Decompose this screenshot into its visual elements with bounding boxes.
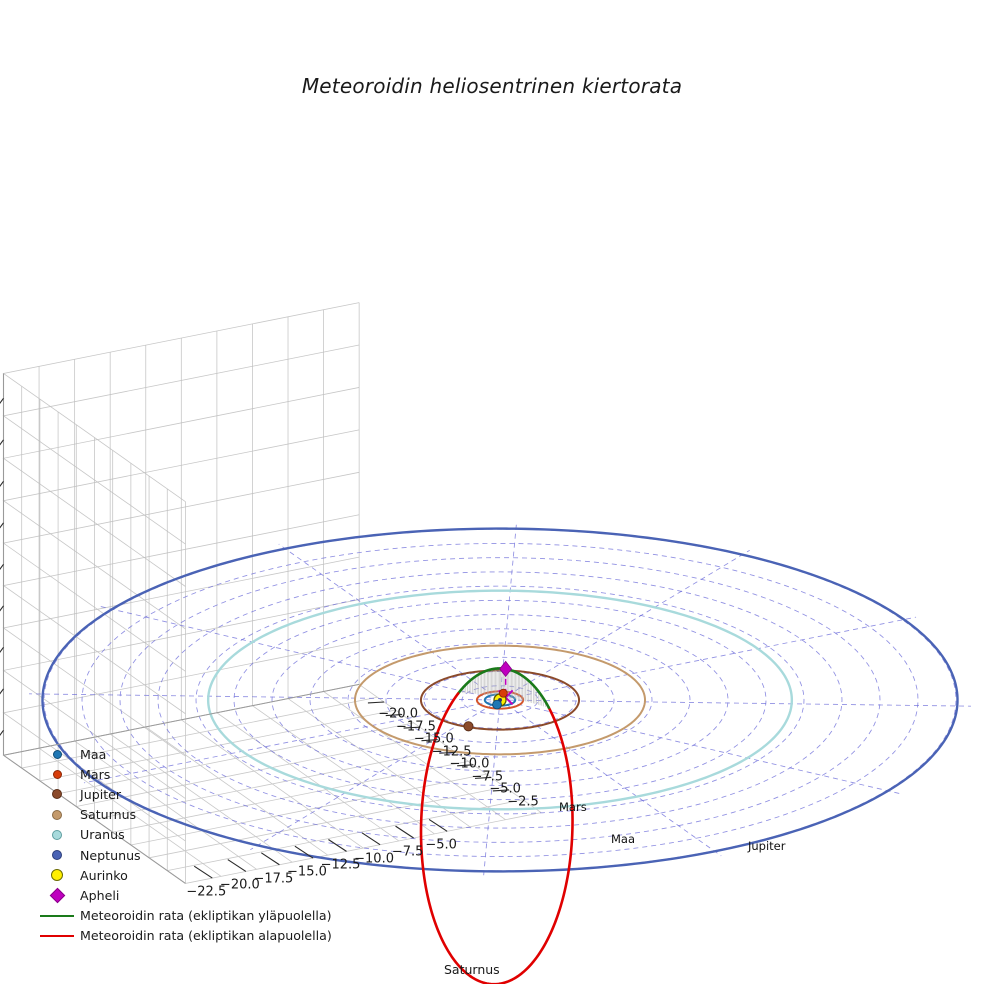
legend-marker-swatch	[34, 789, 80, 800]
legend-item-label: Saturnus	[80, 807, 137, 823]
y-tick-label: −20.0	[219, 877, 260, 893]
legend-item[interactable]: Meteoroidin rata (ekliptikan alapuolella…	[34, 926, 354, 946]
legend-item-label: Meteoroidin rata (ekliptikan alapuolella…	[80, 928, 332, 944]
legend-item[interactable]: Maa	[34, 744, 354, 764]
x-tick-label: −17.5	[396, 719, 436, 735]
legend-item-label: Neptunus	[80, 847, 141, 863]
legend-item[interactable]: Aurinko	[34, 865, 354, 885]
legend-marker-swatch	[34, 749, 80, 759]
line-swatch-icon	[40, 934, 74, 937]
dot-marker-icon	[52, 809, 62, 820]
dot-marker-icon	[52, 789, 62, 800]
legend-line-swatch	[34, 934, 80, 937]
diamond-marker-icon	[49, 887, 65, 904]
legend-diamond-swatch	[34, 887, 80, 904]
x-tick-label: −12.5	[431, 744, 472, 760]
y-tick-label: −15.0	[287, 864, 327, 880]
legend-item[interactable]: Jupiter	[34, 784, 354, 804]
y-tick-label: −17.5	[253, 871, 294, 887]
x-tick-label: −5.0	[489, 781, 521, 797]
dot-marker-icon	[52, 829, 62, 840]
y-tick-label: −5.0	[425, 837, 457, 853]
legend-item[interactable]: Uranus	[34, 825, 354, 845]
dot-marker-icon	[52, 749, 62, 759]
saturnus-axis-label: Saturnus	[444, 962, 500, 977]
legend-item-label: Meteoroidin rata (ekliptikan yläpuolella…	[80, 908, 332, 924]
x-tick-label: −15.0	[413, 731, 454, 747]
y-tick-label: −12.5	[320, 857, 361, 873]
legend-marker-swatch	[34, 809, 80, 820]
x-tick-label: −20.0	[378, 706, 419, 722]
legend-marker-swatch	[34, 869, 80, 882]
legend-item[interactable]: Saturnus	[34, 805, 354, 825]
y-tick-label: −10.0	[354, 851, 394, 867]
legend-item[interactable]: Mars	[34, 764, 354, 784]
x-tick-label: −7.5	[471, 769, 504, 785]
legend: Maa Mars Jupiter Saturnus Uranus Neptunus Auri…	[34, 744, 354, 946]
mars-label: Mars	[559, 800, 587, 814]
x-tick-label: −10.0	[449, 756, 490, 772]
legend-marker-swatch	[34, 850, 80, 861]
maa-label: Maa	[611, 832, 636, 846]
dot-marker-icon	[52, 850, 62, 861]
legend-marker-swatch	[34, 769, 80, 779]
y-tick-label: −22.5	[186, 884, 227, 900]
legend-item[interactable]: Neptunus	[34, 845, 354, 865]
legend-item[interactable]: Meteoroidin rata (ekliptikan yläpuolella…	[34, 906, 354, 926]
legend-item-label: Maa	[80, 746, 107, 762]
legend-item[interactable]: Apheli	[34, 885, 354, 905]
legend-marker-swatch	[34, 829, 80, 840]
line-swatch-icon	[40, 914, 74, 917]
legend-item-label: Aurinko	[80, 867, 128, 883]
y-tick-label: −7.5	[391, 844, 424, 860]
legend-line-swatch	[34, 914, 80, 917]
dot-marker-icon	[52, 769, 62, 779]
x-tick-label: −2.5	[507, 794, 539, 810]
legend-item-label: Uranus	[80, 827, 125, 843]
dot-marker-icon	[51, 869, 63, 882]
legend-item-label: Jupiter	[80, 786, 122, 802]
jupiter-label: Jupiter	[748, 839, 786, 853]
page-title: Meteoroidin heliosentrinen kiertorata	[301, 74, 683, 98]
legend-item-label: Mars	[80, 766, 111, 782]
legend-item-label: Apheli	[80, 887, 120, 903]
